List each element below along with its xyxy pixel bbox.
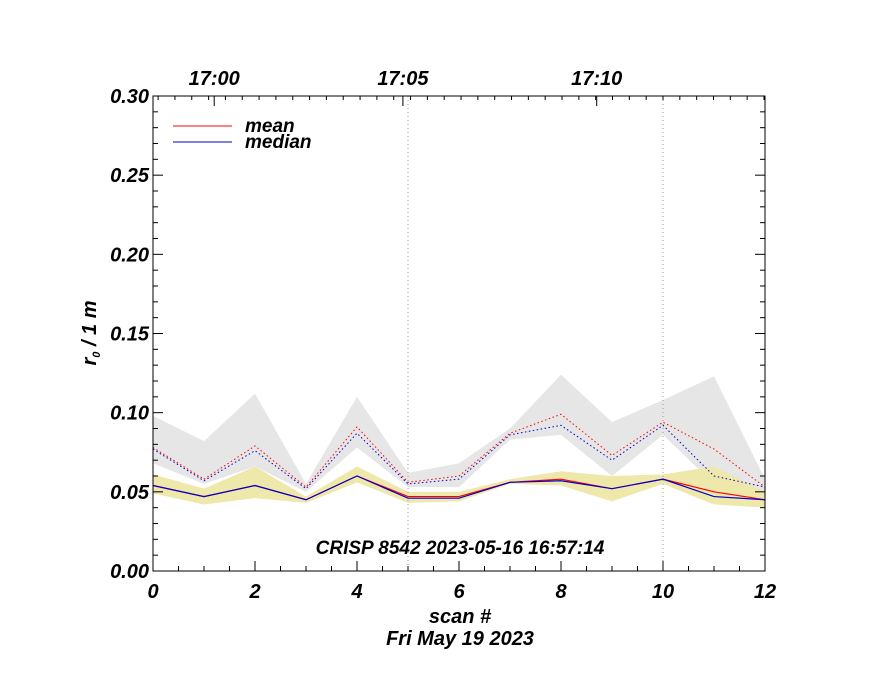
- y-axis-label-main: r: [79, 357, 101, 366]
- y-tick-label-5: 0.25: [110, 165, 150, 187]
- x-axis-label: scan #: [429, 606, 492, 628]
- y-tick-label-0: 0.00: [110, 561, 149, 583]
- series-line-3: [152, 424, 766, 490]
- legend: mean median: [173, 116, 312, 153]
- y-axis-label-rest: / 1 m: [79, 300, 101, 351]
- y-tick-label-4: 0.20: [110, 244, 149, 266]
- band-1: [153, 466, 765, 508]
- series-line-2: [152, 413, 766, 488]
- x-tick-label-1: 2: [248, 581, 260, 603]
- tick-labels-layer: 17:00 17:05 17:10 0 2 4 6 8 10 12 0.00 0.05 0.10 0.15…: [110, 68, 776, 603]
- bands-layer: [153, 374, 765, 508]
- top-tick-label-1: 17:05: [377, 68, 429, 90]
- legend-mean-label: mean: [245, 116, 295, 137]
- series-line-1: [152, 475, 766, 501]
- chart-title: CRISP 8542 2023-05-16 16:57:14: [316, 538, 605, 559]
- x-tick-label-6: 12: [754, 581, 776, 603]
- y-tick-label-2: 0.10: [110, 403, 149, 425]
- top-tick-label-2: 17:10: [571, 68, 622, 90]
- date-label: Fri May 19 2023: [386, 628, 534, 650]
- x-tick-label-0: 0: [147, 581, 158, 603]
- series-layer: [152, 413, 766, 501]
- y-tick-label-6: 0.30: [110, 86, 149, 108]
- y-tick-label-3: 0.15: [110, 324, 150, 346]
- legend-median-label: median: [245, 132, 312, 153]
- top-tick-label-0: 17:00: [189, 68, 240, 90]
- y-axis-label-sub: 0: [91, 351, 103, 358]
- y-tick-label-1: 0.05: [110, 482, 150, 504]
- band-0: [153, 374, 765, 492]
- x-tick-label-5: 10: [652, 581, 674, 603]
- y-axis-label: r0 / 1 m: [79, 300, 103, 365]
- x-tick-label-4: 8: [555, 581, 567, 603]
- ticks-layer: [152, 95, 766, 572]
- x-tick-label-2: 4: [350, 581, 362, 603]
- x-tick-label-3: 6: [453, 581, 465, 603]
